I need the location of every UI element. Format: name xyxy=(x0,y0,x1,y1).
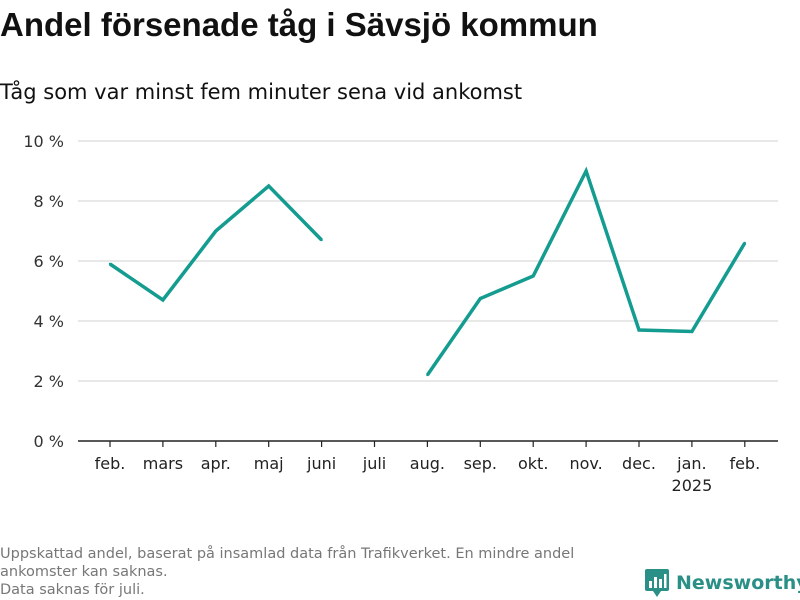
brand-name: Newsworthy xyxy=(676,572,800,594)
data-point xyxy=(267,184,270,188)
x-tick-label: feb. xyxy=(95,454,126,473)
x-tick-label: juli xyxy=(362,454,386,473)
data-point xyxy=(161,298,165,302)
data-point xyxy=(690,330,694,333)
y-tick-label: 2 % xyxy=(34,372,64,391)
y-axis-ticks: 0 % 2 % 4 % 6 % 8 % 10 % xyxy=(23,132,64,451)
x-tick-label: juni xyxy=(306,454,336,473)
x-tick-label: mars xyxy=(143,454,183,473)
y-tick-label: 4 % xyxy=(34,312,64,331)
x-tick-label: dec. xyxy=(622,454,656,473)
x-tick-label: feb. xyxy=(729,454,760,473)
x-tick-label: sep. xyxy=(464,454,497,473)
series-layer xyxy=(108,166,747,377)
data-point xyxy=(743,241,746,245)
data-point xyxy=(532,274,535,278)
data-point xyxy=(426,373,429,377)
footnote: Uppskattad andel, baserat på insamlad da… xyxy=(0,545,640,599)
footnote-line: ankomster kan saknas. xyxy=(0,564,168,580)
footnote-line: Data saknas för juli. xyxy=(0,582,145,598)
chart-subtitle: Tåg som var minst fem minuter sena vid a… xyxy=(0,80,523,104)
y-tick-label: 0 % xyxy=(34,432,64,451)
x-tick-label: aug. xyxy=(410,454,445,473)
x-tick-label: nov. xyxy=(569,454,602,473)
data-point xyxy=(637,328,641,332)
line-chart: 0 % 2 % 4 % 6 % 8 % 10 % feb. mars apr. maj juni j… xyxy=(23,132,778,495)
footnote-line: Uppskattad andel, baserat på insamlad da… xyxy=(0,546,575,562)
x-tick-label: maj xyxy=(254,454,284,473)
y-tick-label: 8 % xyxy=(34,192,64,211)
series-line xyxy=(109,183,323,303)
y-tick-label: 6 % xyxy=(34,252,64,271)
data-point xyxy=(479,297,482,300)
x-tick-label: okt. xyxy=(518,454,548,473)
grid-lines xyxy=(78,140,778,382)
x-axis: feb. mars apr. maj juni juli aug. sep. okt. nov. d… xyxy=(78,440,778,495)
newsworthy-logo-icon xyxy=(645,569,669,597)
data-point xyxy=(584,169,588,173)
data-point xyxy=(320,238,323,242)
y-tick-label: 10 % xyxy=(23,132,64,151)
x-tick-label: apr. xyxy=(201,454,231,473)
chart-title: Andel försenade tåg i Sävsjö kommun xyxy=(0,6,598,43)
x-year-label: 2025 xyxy=(672,476,713,495)
brand-logo[interactable]: Newsworthy xyxy=(644,568,800,598)
data-point xyxy=(108,262,112,266)
data-point xyxy=(214,229,217,233)
x-tick-label: jan. xyxy=(676,454,706,473)
